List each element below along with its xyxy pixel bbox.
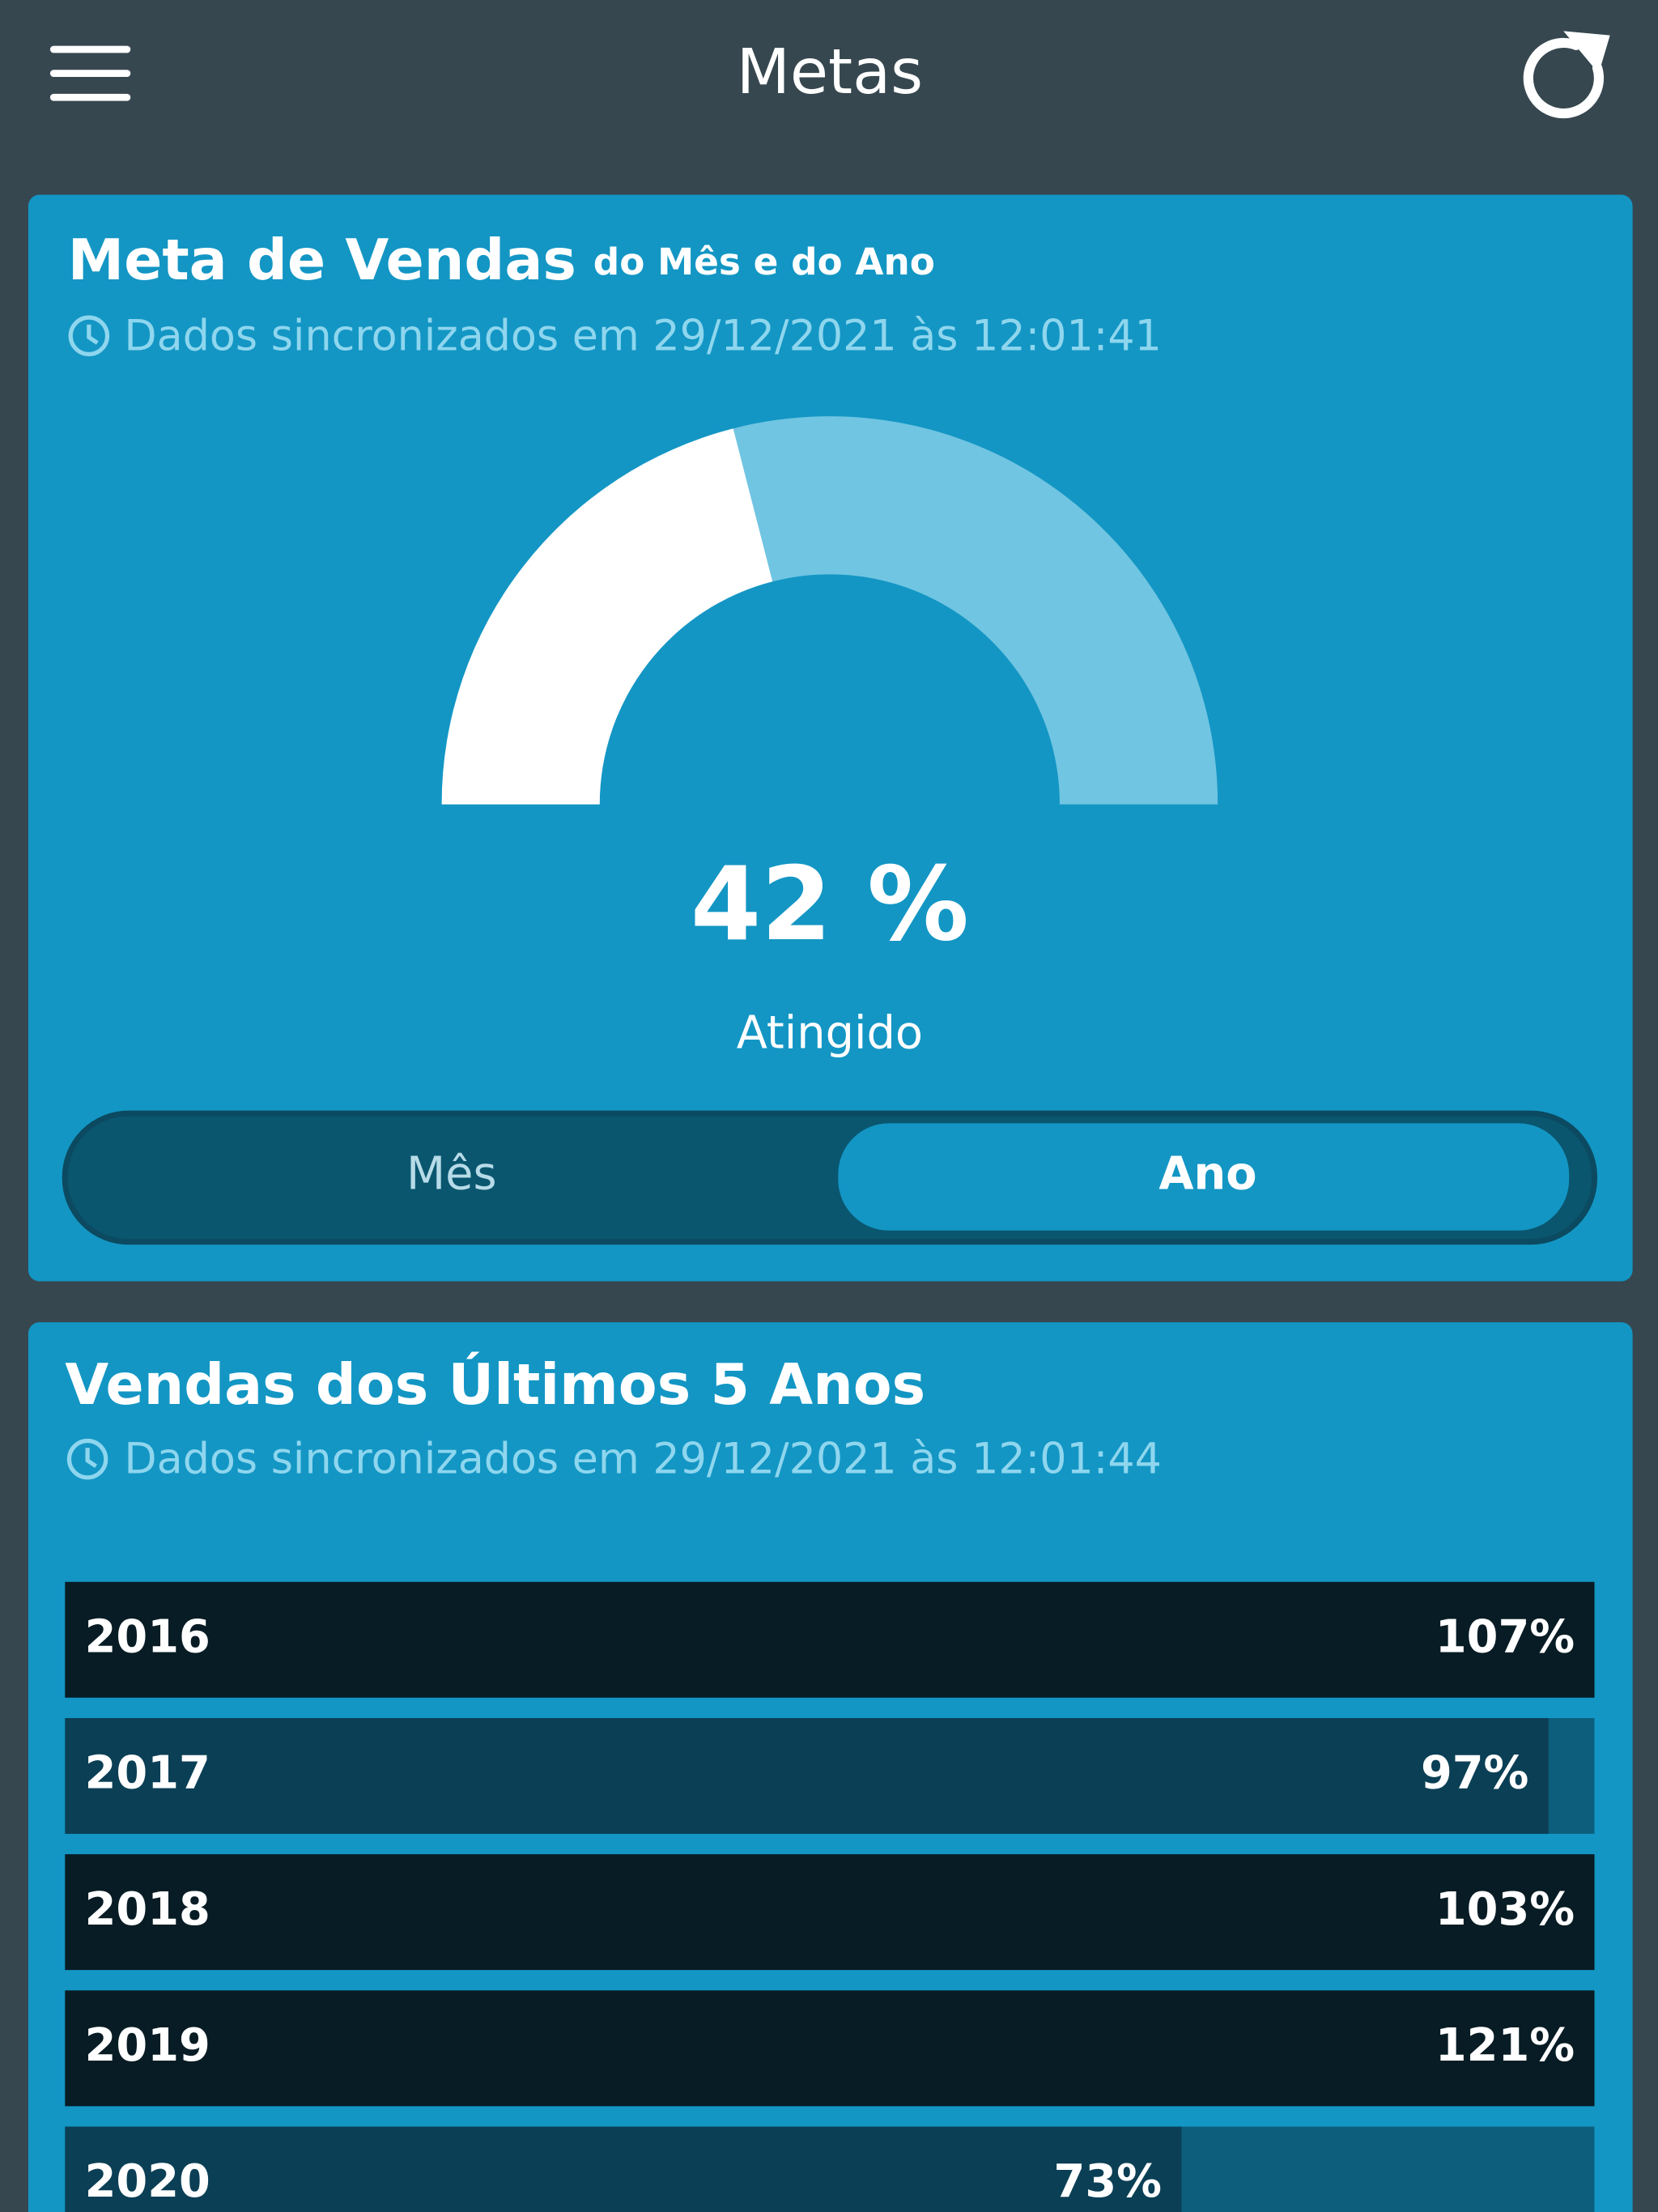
- bar: [65, 1581, 1595, 1698]
- tab-active-bg: [838, 1123, 1570, 1231]
- tab[interactable]: Ano: [838, 1123, 1570, 1231]
- bar-value-label: 97%: [1421, 1747, 1528, 1800]
- bar-year: 2018: [85, 1883, 210, 1936]
- refresh-icon: [1523, 37, 1604, 119]
- bar-year: 2016: [85, 1610, 210, 1663]
- bar-value-label: 73%: [1054, 2155, 1162, 2208]
- bar-year: 2019: [85, 2019, 210, 2072]
- gauge-arc: [441, 428, 773, 805]
- bar: [65, 1717, 1549, 1834]
- tabs: Mês Ano: [406, 1123, 1570, 1231]
- bar: [65, 1990, 1595, 2107]
- sync-text: Dados sincronizados em 29/12/2021 às 12:…: [124, 311, 1161, 360]
- bar-list: 2016 107% 2017 97% 2018 103% 2019 121% 2020 73%: [65, 1581, 1595, 2212]
- gauge-caption: Atingido: [737, 1006, 923, 1059]
- tab[interactable]: Mês: [406, 1148, 496, 1201]
- bar: [65, 1854, 1595, 1971]
- header-title: Metas: [737, 36, 923, 108]
- bar: [65, 2126, 1182, 2212]
- gauge-value: 42 %: [691, 845, 969, 963]
- card-title: Vendas dos Últimos 5 Anos: [65, 1351, 925, 1418]
- gauge: [441, 416, 1218, 805]
- bar-value-label: 121%: [1435, 2019, 1575, 2072]
- bar-year: 2020: [85, 2155, 210, 2208]
- bar-value-label: 103%: [1435, 1883, 1575, 1936]
- bar-value-label: 107%: [1435, 1610, 1575, 1663]
- card-subtitle: do Mês e do Ano: [593, 240, 935, 283]
- card-title-main: Meta de Vendas: [68, 228, 576, 293]
- gauge-track: [733, 416, 1218, 805]
- goal-card: [28, 194, 1633, 1282]
- card-title: Meta de Vendas do Mês e do Ano: [68, 228, 935, 293]
- refresh-arrow: [1563, 31, 1610, 74]
- bar-year: 2017: [85, 1747, 210, 1800]
- sync-text: Dados sincronizados em 29/12/2021 às 12:…: [124, 1435, 1161, 1484]
- refresh-button[interactable]: [1523, 31, 1610, 119]
- tab-label: Ano: [1158, 1148, 1256, 1201]
- menu-button[interactable]: [49, 45, 131, 101]
- tab-label: Mês: [406, 1148, 496, 1201]
- clock-icon: [68, 315, 110, 357]
- clock-icon: [66, 1438, 108, 1480]
